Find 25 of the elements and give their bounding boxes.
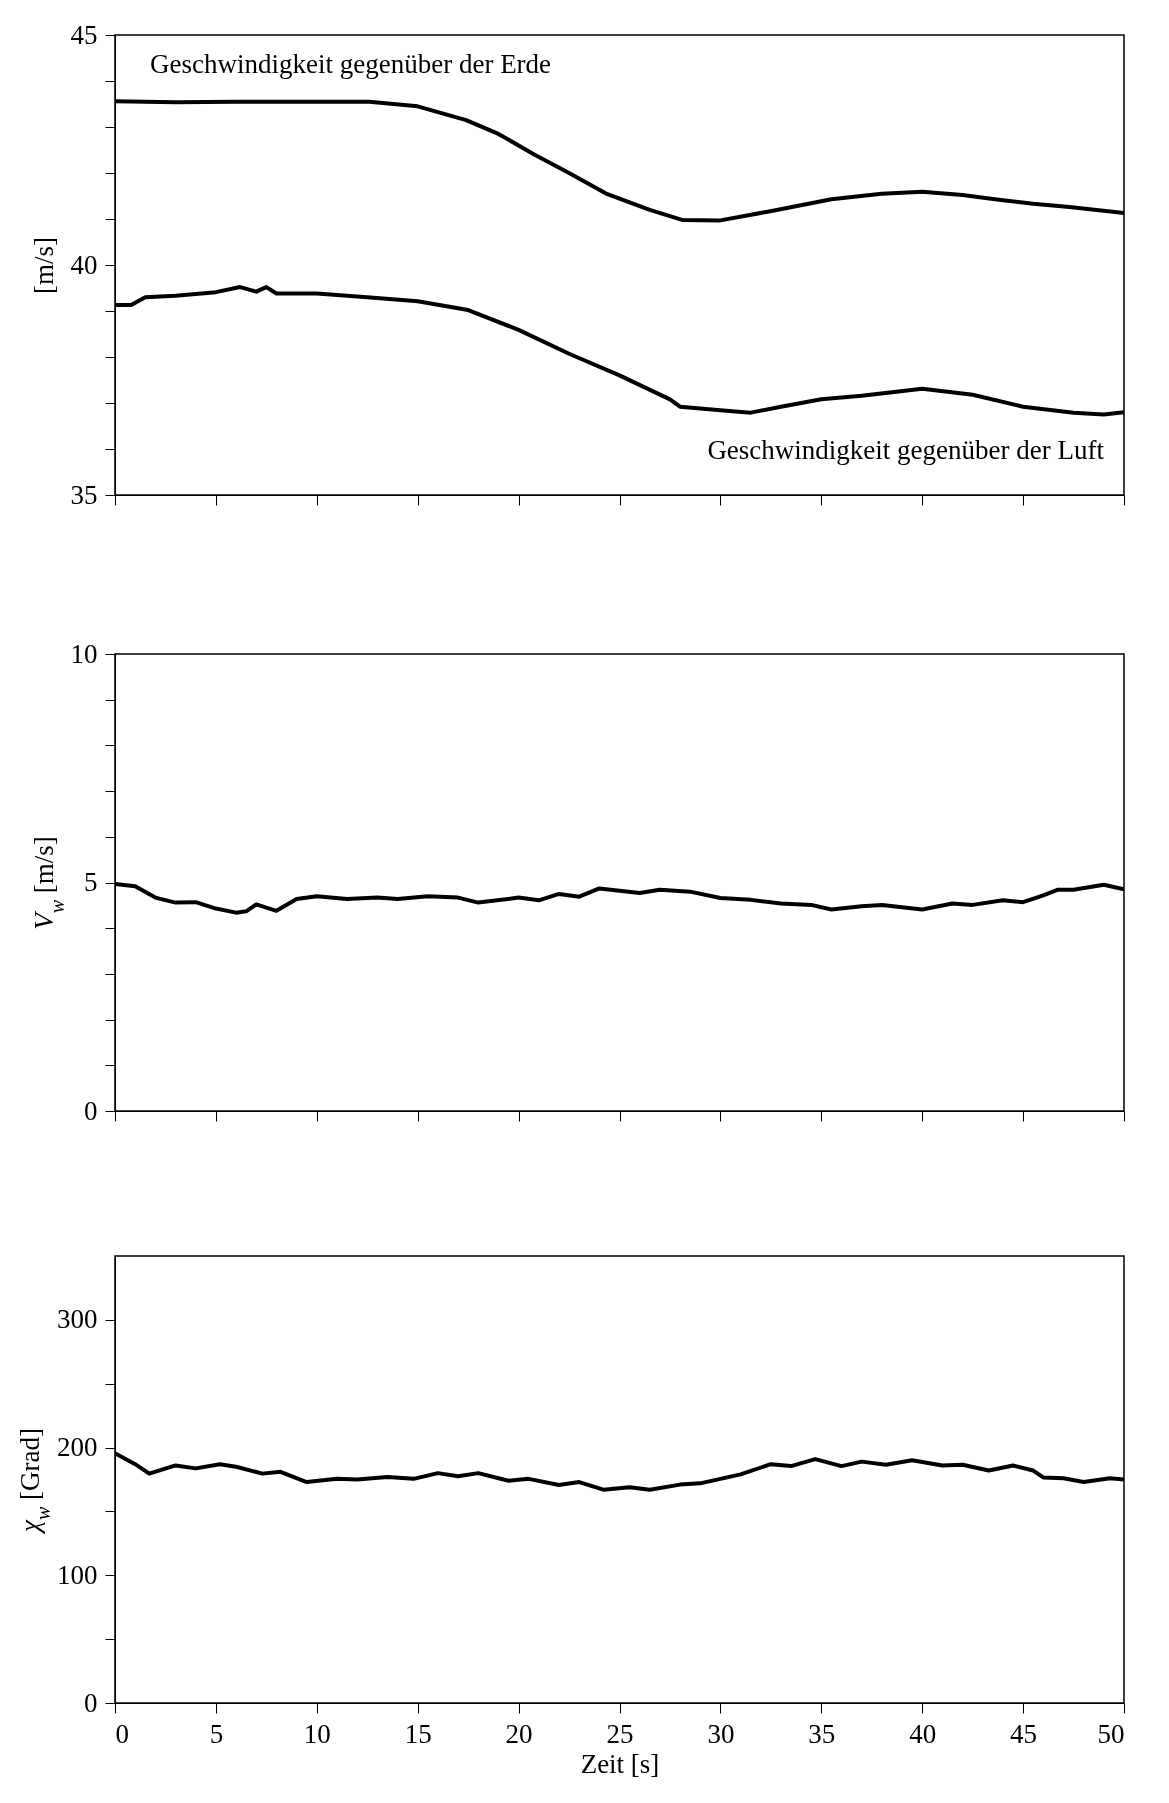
x-tick-label: 40 bbox=[909, 1718, 937, 1749]
series-label: Geschwindigkeit gegenüber der Luft bbox=[707, 435, 1105, 466]
x-tick-label: 0 bbox=[115, 1718, 129, 1749]
x-axis-title: Zeit [s] bbox=[580, 1748, 660, 1779]
y-tick-label: 35 bbox=[70, 479, 98, 510]
x-tick-label: 10 bbox=[303, 1718, 331, 1749]
y-tick-label: 0 bbox=[84, 1687, 98, 1718]
series-label: Geschwindigkeit gegenüber der Erde bbox=[150, 49, 552, 80]
x-tick-label: 5 bbox=[209, 1718, 224, 1749]
x-tick-label: 50 bbox=[1097, 1718, 1125, 1749]
y-tick-label: 5 bbox=[84, 867, 98, 897]
y-tick-label: 40 bbox=[70, 249, 98, 280]
x-tick-label: 20 bbox=[505, 1718, 533, 1749]
y-tick-label: 45 bbox=[70, 19, 98, 50]
y-tick-label: 10 bbox=[70, 638, 98, 669]
y-tick-label: 0 bbox=[84, 1095, 98, 1126]
x-tick-label: 45 bbox=[1010, 1718, 1038, 1749]
x-tick-label: 35 bbox=[808, 1718, 836, 1749]
y-axis-title: [m/s] bbox=[28, 237, 59, 294]
x-tick-label: 30 bbox=[707, 1718, 735, 1749]
x-tick-label: 15 bbox=[404, 1718, 432, 1749]
y-tick-label: 100 bbox=[57, 1559, 98, 1590]
y-tick-label: 200 bbox=[57, 1432, 98, 1463]
y-tick-label: 300 bbox=[57, 1304, 98, 1335]
x-tick-label: 25 bbox=[606, 1718, 634, 1749]
